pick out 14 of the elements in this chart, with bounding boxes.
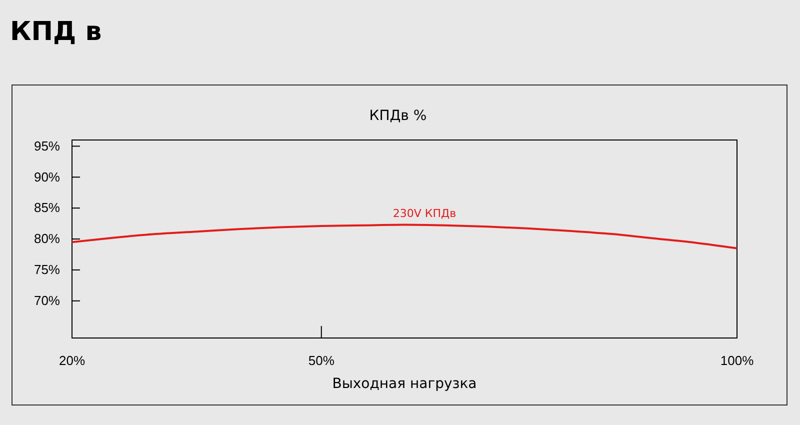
y-tick-label: 75% (34, 262, 60, 278)
chart-subtitle: КПДв % (369, 108, 427, 124)
y-tick-label: 85% (34, 200, 60, 216)
chart-title: КПД в (10, 17, 102, 47)
x-tick-label: 100% (720, 353, 754, 368)
y-tick-label: 90% (34, 169, 60, 184)
x-axis-title: Выходная нагрузка (332, 376, 477, 392)
x-tick-label: 20% (58, 353, 86, 368)
y-tick-label: 70% (34, 293, 60, 308)
series-label: 230V КПДв (392, 206, 456, 220)
x-tick-label: 50% (308, 353, 335, 368)
y-tick-label: 80% (34, 231, 60, 246)
y-tick-label: 95% (34, 138, 60, 154)
line-series (71, 224, 738, 250)
